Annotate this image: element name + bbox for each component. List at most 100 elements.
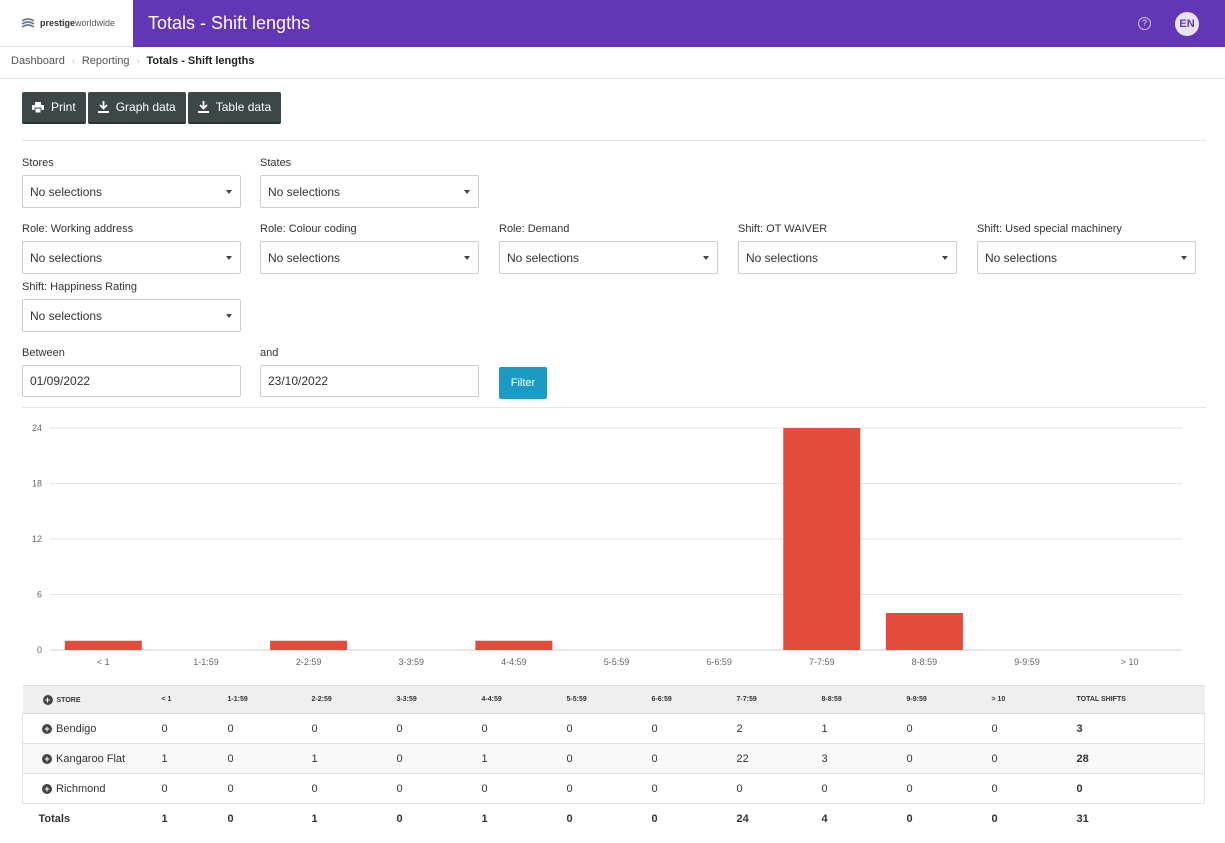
store-header-label: STORE: [56, 696, 81, 704]
bar[interactable]: [783, 428, 861, 650]
plus-circle-icon[interactable]: +: [42, 694, 53, 705]
role-demand-select[interactable]: No selections: [499, 241, 718, 274]
and-label: and: [260, 347, 279, 359]
expand-icon[interactable]: +: [42, 783, 52, 794]
total-value-cell: 24: [736, 803, 822, 834]
bar[interactable]: [64, 640, 142, 650]
table-data-button[interactable]: Table data: [187, 92, 282, 124]
column-header[interactable]: 8-8:59: [821, 685, 907, 714]
download-icon: [197, 101, 209, 113]
bar[interactable]: [475, 640, 553, 650]
shift-ot-waiver-select[interactable]: No selections: [738, 241, 957, 274]
shift-happiness-select[interactable]: No selections: [22, 299, 241, 332]
print-button[interactable]: Print: [22, 92, 86, 124]
total-value-cell: 0: [991, 803, 1077, 834]
store-cell[interactable]: + Bendigo: [22, 713, 162, 744]
shift-ot-waiver-filter: Shift: OT WAIVER No selections: [738, 223, 957, 274]
value-cell: 1: [311, 743, 397, 774]
value-cell: 0: [991, 713, 1077, 744]
divider: [22, 140, 1206, 141]
total-value-cell: 1: [481, 803, 567, 834]
total-value-cell: 0: [396, 803, 482, 834]
column-header[interactable]: 6-6:59: [651, 685, 737, 714]
value-cell: 0: [991, 743, 1077, 774]
value-cell: 3: [821, 743, 907, 774]
x-tick-label: 1-1:59: [193, 657, 219, 667]
filter-button[interactable]: Filter: [499, 367, 547, 399]
value-cell: 1: [161, 743, 228, 774]
graph-data-button[interactable]: Graph data: [87, 92, 186, 124]
column-header[interactable]: < 1: [161, 685, 228, 714]
states-select[interactable]: No selections: [260, 175, 479, 208]
stores-select[interactable]: No selections: [22, 175, 241, 208]
and-date-input[interactable]: 23/10/2022: [260, 365, 479, 397]
role-working-address-select[interactable]: No selections: [22, 241, 241, 274]
between-date-input[interactable]: 01/09/2022: [22, 365, 241, 397]
value-cell: 0: [906, 713, 992, 744]
column-header[interactable]: 5-5:59: [566, 685, 652, 714]
breadcrumb-reporting[interactable]: Reporting: [81, 55, 130, 67]
column-header[interactable]: > 10: [991, 685, 1077, 714]
role-colour-coding-filter: Role: Colour coding No selections: [260, 223, 479, 274]
store-cell[interactable]: + Kangaroo Flat: [22, 743, 162, 774]
store-name: Richmond: [56, 782, 106, 795]
expand-icon[interactable]: +: [42, 723, 52, 734]
shift-ot-waiver-label: Shift: OT WAIVER: [738, 223, 828, 235]
column-header[interactable]: 9-9:59: [906, 685, 992, 714]
caret-down-icon: [464, 190, 470, 194]
x-tick-label: 4-4:59: [501, 657, 527, 667]
total-value-cell: 0: [227, 803, 312, 834]
column-header[interactable]: 2-2:59: [311, 685, 397, 714]
logo[interactable]: prestigeworldwide: [0, 0, 133, 47]
shift-special-machinery-select[interactable]: No selections: [977, 241, 1196, 274]
value-cell: 0: [736, 773, 822, 804]
value-cell: 0: [396, 743, 482, 774]
shift-special-machinery-value: No selections: [985, 250, 1058, 265]
value-cell: 0: [651, 743, 737, 774]
expand-icon[interactable]: +: [42, 753, 52, 764]
total-cell: 0: [1076, 773, 1205, 804]
app-header: prestigeworldwide Totals - Shift lengths…: [0, 0, 1225, 47]
column-header[interactable]: 3-3:59: [396, 685, 482, 714]
bar[interactable]: [885, 613, 963, 650]
value-cell: 0: [481, 713, 567, 744]
x-tick-label: 6-6:59: [706, 657, 732, 667]
store-column-header[interactable]: + STORE: [22, 685, 162, 714]
value-cell: 1: [481, 743, 567, 774]
download-icon: [97, 101, 109, 113]
role-demand-label: Role: Demand: [499, 223, 570, 235]
role-colour-coding-select[interactable]: No selections: [260, 241, 479, 274]
logo-icon: [21, 18, 35, 28]
x-tick-label: 2-2:59: [296, 657, 322, 667]
store-cell[interactable]: + Richmond: [22, 773, 162, 804]
x-tick-label: 8-8:59: [912, 657, 938, 667]
column-header[interactable]: 7-7:59: [736, 685, 822, 714]
between-date-field: Between 01/09/2022: [22, 347, 241, 397]
breadcrumb-dashboard[interactable]: Dashboard: [11, 55, 65, 67]
total-value-cell: 1: [161, 803, 228, 834]
value-cell: 0: [396, 773, 482, 804]
shift-happiness-filter: Shift: Happiness Rating No selections: [22, 281, 241, 332]
value-cell: 0: [227, 773, 312, 804]
between-label: Between: [22, 347, 65, 359]
x-tick-label: 3-3:59: [398, 657, 424, 667]
total-value-cell: 4: [821, 803, 907, 834]
column-header[interactable]: 1-1:59: [227, 685, 312, 714]
role-working-address-value: No selections: [30, 250, 103, 265]
total-value-cell: 0: [566, 803, 652, 834]
help-icon[interactable]: ?: [1138, 17, 1151, 30]
y-tick-label: 6: [37, 590, 42, 600]
caret-down-icon: [226, 256, 232, 260]
value-cell: 0: [991, 773, 1077, 804]
bar[interactable]: [270, 640, 348, 650]
column-header[interactable]: 4-4:59: [481, 685, 567, 714]
x-tick-label: 7-7:59: [809, 657, 835, 667]
x-tick-label: < 1: [97, 657, 110, 667]
divider: [22, 407, 1206, 408]
role-working-address-filter: Role: Working address No selections: [22, 223, 241, 274]
avatar[interactable]: EN: [1175, 12, 1199, 36]
caret-down-icon: [942, 256, 948, 260]
total-shifts-header[interactable]: TOTAL SHIFTS: [1076, 685, 1205, 714]
value-cell: 0: [396, 713, 482, 744]
divider: [0, 78, 1225, 79]
